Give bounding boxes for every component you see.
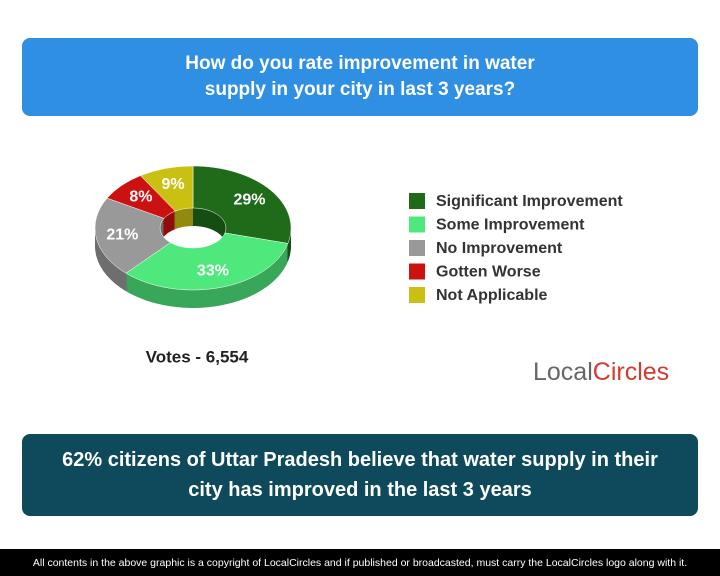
footer: All contents in the above graphic is a c… [0, 549, 720, 576]
legend-label: Some Improvement [436, 217, 585, 234]
logo-part: Circles [592, 358, 670, 386]
data-label: 29% [233, 192, 265, 209]
legend-label: Significant Improvement [436, 193, 623, 210]
slice [94, 197, 171, 274]
slice [140, 165, 194, 212]
legend-label: No Improvement [436, 240, 563, 257]
legend-swatch [409, 287, 425, 303]
slice [125, 232, 289, 291]
chart-title: How do you rate improvement in water sup… [22, 38, 698, 116]
slice [192, 165, 292, 244]
legend-label: Gotten Worse [436, 264, 541, 281]
conclusion: 62% citizens of Uttar Pradesh believe th… [22, 434, 698, 516]
data-label: 21% [106, 226, 138, 243]
legend-label: Not Applicable [436, 287, 548, 304]
votes-note: Votes - 6,554 [146, 347, 249, 366]
data-label: 8% [129, 188, 152, 205]
data-label: 33% [197, 262, 229, 279]
logo-part: Local [533, 358, 593, 386]
logo: LocalCircles [533, 358, 669, 387]
legend-swatch [409, 263, 425, 280]
legend-swatch [409, 216, 425, 233]
legend-swatch [409, 193, 425, 209]
data-label: 9% [161, 176, 184, 193]
legend-swatch [409, 240, 425, 256]
